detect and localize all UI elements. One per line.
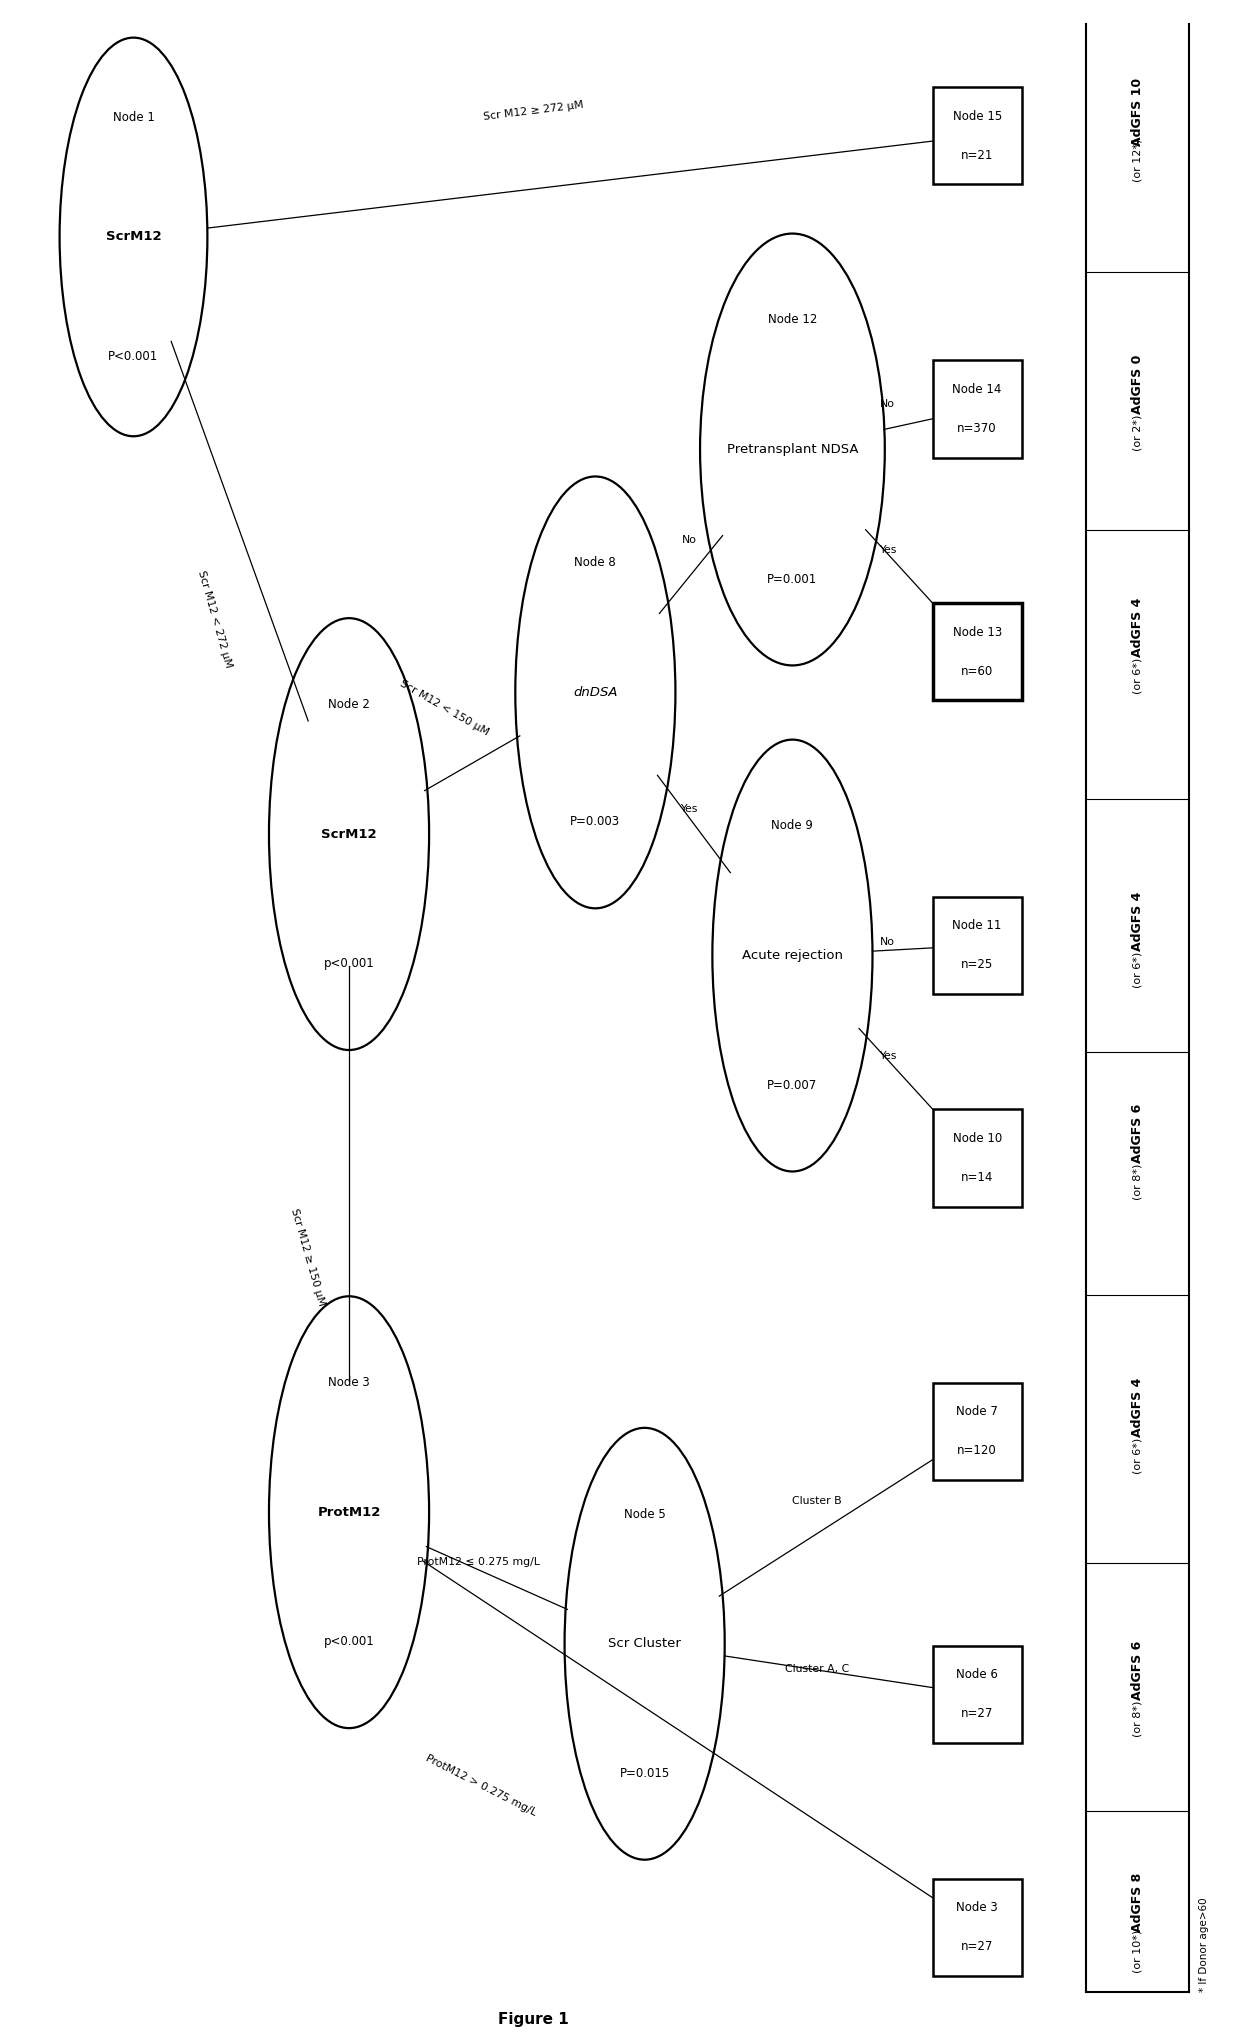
Text: (or 6*): (or 6*)	[1132, 1437, 1142, 1473]
Text: Node 3: Node 3	[329, 1376, 370, 1390]
Text: Yes: Yes	[879, 545, 897, 556]
Text: (or 8*): (or 8*)	[1132, 1701, 1142, 1736]
Text: Node 7: Node 7	[956, 1406, 998, 1418]
Text: n=21: n=21	[961, 149, 993, 161]
Text: dnDSA: dnDSA	[573, 686, 618, 698]
Text: Scr M12 ≥ 150 μM: Scr M12 ≥ 150 μM	[289, 1207, 326, 1306]
Text: AdGFS 10: AdGFS 10	[1131, 77, 1143, 147]
Text: n=25: n=25	[961, 958, 993, 971]
Text: n=14: n=14	[961, 1170, 993, 1184]
Text: No: No	[682, 535, 697, 545]
Text: AdGFS 8: AdGFS 8	[1131, 1874, 1143, 1933]
Text: (or 12*): (or 12*)	[1132, 138, 1142, 181]
Text: * If Donor age>60: * If Donor age>60	[1199, 1897, 1209, 1992]
Text: n=27: n=27	[961, 1939, 993, 1954]
Text: Node 3: Node 3	[956, 1901, 998, 1915]
Text: AdGFS 0: AdGFS 0	[1131, 354, 1143, 415]
Text: No: No	[879, 938, 895, 948]
Text: Yes: Yes	[879, 1050, 897, 1060]
Text: Node 11: Node 11	[952, 920, 1002, 932]
Text: Scr M12 ≥ 272 μM: Scr M12 ≥ 272 μM	[482, 100, 584, 122]
Text: Node 1: Node 1	[113, 110, 155, 124]
Text: Node 6: Node 6	[956, 1669, 998, 1681]
Text: ScrM12: ScrM12	[105, 230, 161, 244]
Text: Node 14: Node 14	[952, 383, 1002, 397]
Text: Node 12: Node 12	[768, 313, 817, 326]
Text: p<0.001: p<0.001	[324, 956, 374, 971]
Text: No: No	[879, 399, 895, 409]
Text: (or 2*): (or 2*)	[1132, 415, 1142, 452]
Text: AdGFS 6: AdGFS 6	[1131, 1640, 1143, 1699]
Text: P<0.001: P<0.001	[108, 350, 159, 362]
Text: Acute rejection: Acute rejection	[742, 948, 843, 963]
Text: Node 10: Node 10	[952, 1131, 1002, 1146]
Text: Node 15: Node 15	[952, 110, 1002, 122]
Text: Node 9: Node 9	[771, 820, 813, 832]
Text: Scr M12 < 150 μM: Scr M12 < 150 μM	[398, 680, 490, 739]
Text: Scr Cluster: Scr Cluster	[608, 1638, 681, 1650]
Text: (or 6*): (or 6*)	[1132, 657, 1142, 694]
Text: Node 5: Node 5	[624, 1508, 666, 1520]
Text: Node 13: Node 13	[952, 627, 1002, 639]
Text: n=60: n=60	[961, 665, 993, 678]
Text: AdGFS 4: AdGFS 4	[1131, 891, 1143, 950]
Text: Scr M12 < 272 μM: Scr M12 < 272 μM	[196, 570, 234, 670]
Text: AdGFS 4: AdGFS 4	[1131, 598, 1143, 657]
Text: ProtM12 > 0.275 mg/L: ProtM12 > 0.275 mg/L	[424, 1752, 538, 1817]
Text: AdGFS 4: AdGFS 4	[1131, 1378, 1143, 1437]
Text: (or 6*): (or 6*)	[1132, 952, 1142, 987]
Text: P=0.007: P=0.007	[768, 1079, 817, 1091]
Text: (or 10*): (or 10*)	[1132, 1929, 1142, 1974]
Text: n=27: n=27	[961, 1707, 993, 1720]
Text: AdGFS 6: AdGFS 6	[1131, 1105, 1143, 1164]
Text: Cluster B: Cluster B	[792, 1496, 842, 1506]
Text: ProtM12: ProtM12	[317, 1506, 381, 1518]
Text: Cluster A, C: Cluster A, C	[785, 1665, 849, 1675]
Text: Node 2: Node 2	[329, 698, 370, 710]
Text: ScrM12: ScrM12	[321, 828, 377, 840]
Text: P=0.001: P=0.001	[768, 572, 817, 586]
Text: (or 8*): (or 8*)	[1132, 1164, 1142, 1201]
Text: Node 8: Node 8	[574, 556, 616, 570]
Text: Yes: Yes	[681, 804, 698, 814]
Text: n=370: n=370	[957, 421, 997, 435]
Text: p<0.001: p<0.001	[324, 1636, 374, 1648]
Text: n=120: n=120	[957, 1445, 997, 1457]
Text: Figure 1: Figure 1	[498, 2013, 569, 2027]
Text: P=0.015: P=0.015	[620, 1766, 670, 1781]
Text: P=0.003: P=0.003	[570, 816, 620, 828]
Text: Pretransplant NDSA: Pretransplant NDSA	[727, 444, 858, 456]
Text: ProtM12 ≤ 0.275 mg/L: ProtM12 ≤ 0.275 mg/L	[417, 1557, 539, 1567]
